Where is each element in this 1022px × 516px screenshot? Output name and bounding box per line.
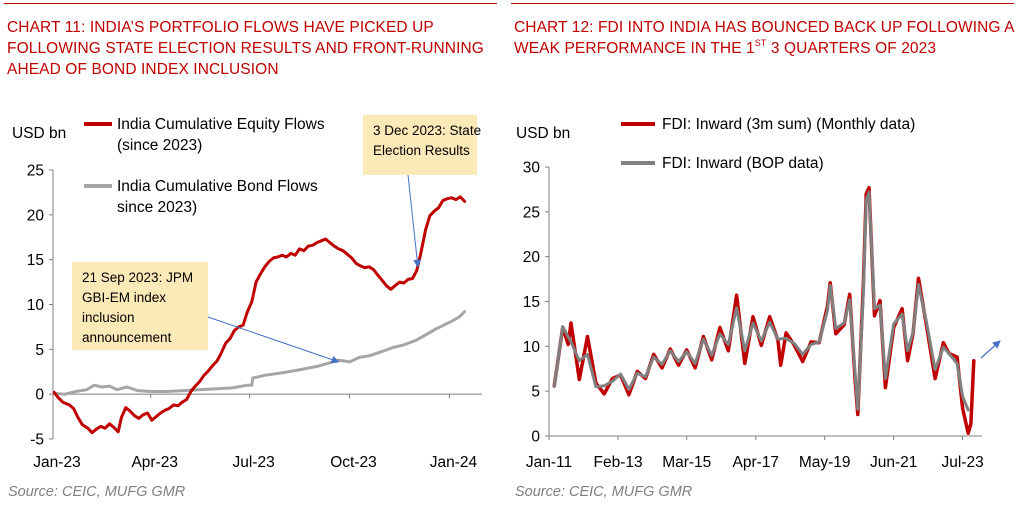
chart-11-panel: CHART 11: INDIA’S PORTFOLIO FLOWS HAVE P… xyxy=(0,0,505,516)
y-tick-label: 5 xyxy=(531,384,540,401)
annotation-box xyxy=(72,262,208,350)
trend-arrow xyxy=(980,340,1001,359)
x-tick-label: Apr-23 xyxy=(131,454,178,471)
legend-label-2: India Cumulative Bond Flows xyxy=(117,178,318,195)
chart-12-title-sup: ST xyxy=(754,38,767,48)
y-tick-label: 25 xyxy=(523,204,540,221)
y-tick-label: 10 xyxy=(27,297,45,314)
y-tick-label: 20 xyxy=(27,207,45,224)
legend-label-2: since 2023) xyxy=(117,199,197,216)
annotation-text: GBI-EM index xyxy=(82,290,166,305)
x-tick-label: Jun-21 xyxy=(870,454,917,471)
chart-11-plot: -5 0 5 10 15 20 25 Jan-23 Apr-23 Jul-23 Oct-23 Jan-… xyxy=(12,115,482,471)
chart-11-source: Source: CEIC, MUFG GMR xyxy=(8,484,186,500)
annotation-box xyxy=(363,115,477,175)
chart-12-title-tail: 3 QUARTERS OF 2023 xyxy=(766,40,937,57)
annotation-text: 3 Dec 2023: State xyxy=(373,123,481,138)
x-tick-label: Jan-11 xyxy=(526,454,572,471)
y-tick-label: 0 xyxy=(531,429,540,446)
annotation-text: inclusion xyxy=(82,310,135,325)
y-tick-label: 25 xyxy=(27,163,44,180)
y-tick-label: 15 xyxy=(523,294,540,311)
series-line-1 xyxy=(552,185,976,436)
x-tick-label: Apr-17 xyxy=(733,454,780,471)
legend-label-1: FDI: Inward (3m sum) (Monthly data) xyxy=(662,116,915,133)
annotation-text: Election Results xyxy=(373,143,470,158)
x-tick-label: Mar-15 xyxy=(662,454,711,471)
x-tick-label: Feb-13 xyxy=(593,454,642,471)
chart-12-title: CHART 12: FDI INTO INDIA HAS BOUNCED BAC… xyxy=(514,17,1014,59)
x-tick-label: Jan-23 xyxy=(33,454,80,471)
y-axis-label: USD bn xyxy=(516,125,570,142)
x-tick-label: Jul-23 xyxy=(941,454,983,471)
legend-label-2: FDI: Inward (BOP data) xyxy=(662,155,824,172)
chart-11-title: CHART 11: INDIA’S PORTFOLIO FLOWS HAVE P… xyxy=(7,19,484,78)
annotation-arrow xyxy=(207,316,340,364)
series-line-1 xyxy=(52,195,467,435)
chart-12-title-main: CHART 12: FDI INTO INDIA HAS BOUNCED BAC… xyxy=(514,19,1014,57)
series-line-2 xyxy=(52,310,467,396)
chart-12-plot: 0 5 10 15 20 25 30 Jan-11 Feb-13 Mar-15 Apr-17 May-… xyxy=(516,116,1001,471)
annotation-arrow xyxy=(407,174,422,268)
x-tick-label: May-19 xyxy=(799,454,851,471)
series-line-2 xyxy=(552,190,970,412)
y-axis-label: USD bn xyxy=(12,125,66,142)
y-tick-label: 15 xyxy=(27,252,44,269)
y-tick-label: -5 xyxy=(30,432,44,449)
annotation-text: announcement xyxy=(82,330,172,345)
legend-label-1: (since 2023) xyxy=(117,137,202,154)
x-tick-label: Jul-23 xyxy=(232,454,274,471)
chart-12-panel: CHART 12: FDI INTO INDIA HAS BOUNCED BAC… xyxy=(507,0,1022,516)
y-tick-label: 0 xyxy=(35,387,44,404)
y-tick-label: 30 xyxy=(523,160,541,177)
title-rule xyxy=(511,3,1014,4)
x-tick-label: Oct-23 xyxy=(330,454,377,471)
y-tick-label: 10 xyxy=(523,339,541,356)
y-tick-label: 20 xyxy=(523,249,541,266)
y-tick-label: 5 xyxy=(35,342,44,359)
chart-12-source: Source: CEIC, MUFG GMR xyxy=(515,484,693,500)
annotation-text: 21 Sep 2023: JPM xyxy=(82,270,193,285)
legend-label-1: India Cumulative Equity Flows xyxy=(117,116,325,133)
title-rule xyxy=(4,3,497,4)
x-tick-label: Jan-24 xyxy=(430,454,478,471)
